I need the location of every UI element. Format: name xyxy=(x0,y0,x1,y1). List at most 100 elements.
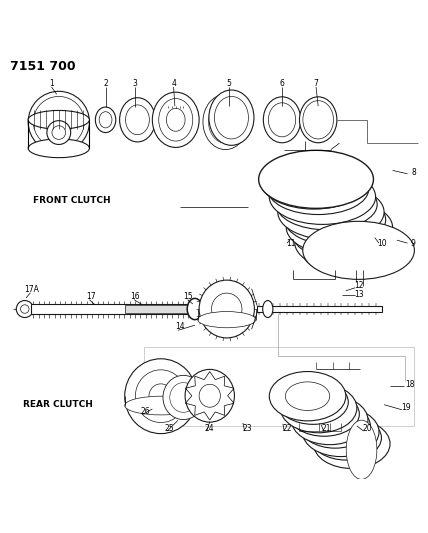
Ellipse shape xyxy=(302,225,403,276)
Text: FRONT CLUTCH: FRONT CLUTCH xyxy=(33,196,111,205)
Ellipse shape xyxy=(170,383,197,413)
Ellipse shape xyxy=(300,191,353,218)
Ellipse shape xyxy=(163,375,204,419)
Text: 5: 5 xyxy=(226,79,231,88)
Ellipse shape xyxy=(187,298,202,320)
Ellipse shape xyxy=(289,392,360,436)
Bar xyxy=(257,306,382,312)
Text: 14: 14 xyxy=(175,322,185,332)
Text: 6: 6 xyxy=(279,79,285,88)
Ellipse shape xyxy=(307,406,352,434)
Text: 9: 9 xyxy=(410,239,416,248)
Text: 17: 17 xyxy=(86,292,95,301)
Ellipse shape xyxy=(95,107,116,133)
Text: 12: 12 xyxy=(354,281,363,290)
Ellipse shape xyxy=(16,301,33,318)
Text: 19: 19 xyxy=(401,403,411,412)
Ellipse shape xyxy=(125,396,197,415)
Ellipse shape xyxy=(280,383,357,433)
Ellipse shape xyxy=(278,380,348,424)
Text: 15: 15 xyxy=(183,292,193,301)
Ellipse shape xyxy=(291,395,368,445)
Ellipse shape xyxy=(297,394,341,423)
Text: 25: 25 xyxy=(164,424,174,433)
Text: 10: 10 xyxy=(377,239,387,248)
Text: 7151 700: 7151 700 xyxy=(10,60,75,73)
Text: 18: 18 xyxy=(405,380,414,389)
Ellipse shape xyxy=(268,164,369,215)
Ellipse shape xyxy=(214,96,248,139)
Ellipse shape xyxy=(295,215,401,270)
Ellipse shape xyxy=(135,370,186,423)
Ellipse shape xyxy=(303,407,379,457)
Ellipse shape xyxy=(313,419,390,469)
Ellipse shape xyxy=(263,97,301,143)
Bar xyxy=(144,348,414,426)
Ellipse shape xyxy=(295,390,331,414)
Bar xyxy=(125,305,190,312)
Ellipse shape xyxy=(203,94,248,150)
Text: 13: 13 xyxy=(354,289,363,298)
Ellipse shape xyxy=(285,382,330,410)
Text: 7: 7 xyxy=(314,79,318,88)
Ellipse shape xyxy=(208,101,243,143)
Ellipse shape xyxy=(285,195,386,245)
Ellipse shape xyxy=(259,150,374,208)
Ellipse shape xyxy=(199,280,254,338)
Ellipse shape xyxy=(303,101,333,139)
Ellipse shape xyxy=(303,221,414,279)
Ellipse shape xyxy=(326,237,379,264)
Ellipse shape xyxy=(317,414,354,438)
Ellipse shape xyxy=(199,384,220,407)
Ellipse shape xyxy=(308,211,372,244)
Text: 1: 1 xyxy=(49,79,54,88)
Ellipse shape xyxy=(149,384,173,408)
Ellipse shape xyxy=(28,91,89,152)
Ellipse shape xyxy=(99,112,112,128)
Ellipse shape xyxy=(159,99,193,141)
Ellipse shape xyxy=(261,154,367,209)
Ellipse shape xyxy=(269,169,376,224)
Ellipse shape xyxy=(28,110,89,129)
Text: 16: 16 xyxy=(131,292,140,301)
Ellipse shape xyxy=(198,312,256,328)
Text: 21: 21 xyxy=(322,424,331,433)
Ellipse shape xyxy=(300,97,337,143)
Ellipse shape xyxy=(311,416,381,460)
Ellipse shape xyxy=(28,139,89,158)
Ellipse shape xyxy=(52,126,65,139)
Ellipse shape xyxy=(306,402,342,426)
Ellipse shape xyxy=(286,200,392,255)
Ellipse shape xyxy=(152,92,199,148)
Ellipse shape xyxy=(328,426,365,450)
Ellipse shape xyxy=(209,90,254,146)
Ellipse shape xyxy=(309,206,362,233)
Ellipse shape xyxy=(33,96,84,148)
Text: 24: 24 xyxy=(205,424,214,433)
Ellipse shape xyxy=(47,120,71,144)
Ellipse shape xyxy=(278,184,384,240)
Text: 17A: 17A xyxy=(24,285,39,294)
Text: 4: 4 xyxy=(171,79,176,88)
Ellipse shape xyxy=(268,103,296,137)
Bar xyxy=(31,304,190,314)
Text: 20: 20 xyxy=(362,424,372,433)
Ellipse shape xyxy=(125,359,197,434)
Ellipse shape xyxy=(291,180,354,213)
Ellipse shape xyxy=(317,221,370,249)
Ellipse shape xyxy=(119,98,155,142)
Text: 11: 11 xyxy=(286,239,295,248)
Ellipse shape xyxy=(291,175,345,203)
Ellipse shape xyxy=(269,372,346,421)
Ellipse shape xyxy=(300,404,370,448)
Text: 3: 3 xyxy=(133,79,138,88)
Ellipse shape xyxy=(330,430,374,458)
Ellipse shape xyxy=(293,209,394,261)
Text: 26: 26 xyxy=(140,407,150,416)
Ellipse shape xyxy=(316,226,380,259)
Ellipse shape xyxy=(185,369,235,422)
Ellipse shape xyxy=(282,165,346,198)
Ellipse shape xyxy=(166,108,185,131)
Text: 2: 2 xyxy=(103,79,108,88)
Ellipse shape xyxy=(263,301,273,318)
